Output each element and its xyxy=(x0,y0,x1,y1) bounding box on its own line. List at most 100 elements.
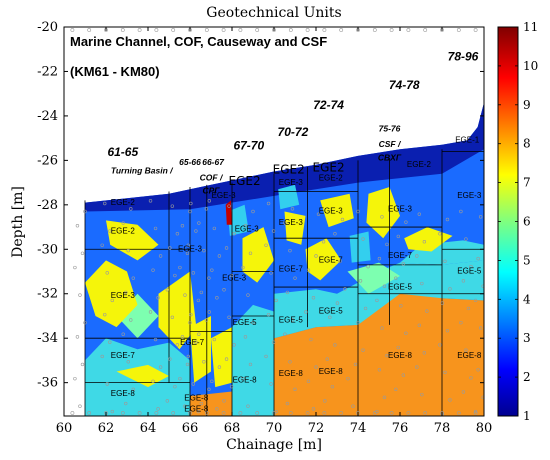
sample-point xyxy=(210,379,214,384)
sample-point xyxy=(180,335,185,339)
unit-label: EGE2 xyxy=(229,174,261,188)
sample-point xyxy=(175,232,180,236)
sample-point xyxy=(196,409,201,414)
sample-point xyxy=(264,354,268,359)
sample-point xyxy=(121,221,125,225)
sample-point xyxy=(137,28,142,32)
section-label: CSF / xyxy=(379,139,402,149)
sample-point xyxy=(246,404,250,408)
sample-point xyxy=(401,373,406,377)
sample-point xyxy=(80,362,85,367)
sample-point xyxy=(404,220,408,224)
sample-point xyxy=(229,273,234,278)
sample-point xyxy=(217,365,222,369)
sample-point xyxy=(217,254,222,258)
sample-point xyxy=(283,221,287,225)
x-axis: 60 62 64 66 68 70 72 74 76 78 80 xyxy=(56,27,492,436)
sample-point xyxy=(353,362,358,367)
sample-point xyxy=(396,234,401,239)
sample-point xyxy=(269,271,273,275)
sample-point xyxy=(255,411,260,415)
sample-point xyxy=(335,301,340,305)
unit-label: EGE-5 xyxy=(388,282,413,291)
sample-point xyxy=(321,240,326,244)
sample-point xyxy=(461,279,466,283)
sample-point xyxy=(186,243,191,247)
colorbar-tick-label: 10 xyxy=(523,59,538,73)
sample-point xyxy=(204,207,209,211)
x-tick-label: 62 xyxy=(98,421,115,436)
sample-point xyxy=(165,288,170,292)
sample-point xyxy=(476,256,480,261)
sample-point xyxy=(153,226,158,231)
sample-point xyxy=(306,379,311,384)
unit-label: EGE-8 xyxy=(184,405,209,414)
y-tick-label: -20 xyxy=(37,20,58,35)
sample-point xyxy=(322,28,327,32)
unit-label: EGE-8 xyxy=(233,376,258,385)
sample-point xyxy=(87,28,92,32)
sample-point xyxy=(232,343,236,347)
cyan-zone xyxy=(227,204,249,236)
sample-point xyxy=(377,256,382,261)
sample-point xyxy=(478,326,483,330)
sample-point xyxy=(199,290,204,295)
unit-label: EGE2 xyxy=(313,160,345,174)
sample-point xyxy=(175,343,180,347)
sample-point xyxy=(255,28,260,32)
sample-point xyxy=(120,28,125,32)
yellow-zone xyxy=(116,364,169,388)
sample-point xyxy=(290,207,295,211)
sample-point xyxy=(251,320,255,325)
sample-point xyxy=(351,404,355,408)
x-tick-label: 72 xyxy=(308,421,325,436)
sample-point xyxy=(356,209,360,214)
sample-point xyxy=(173,273,177,278)
sample-point xyxy=(473,28,478,32)
sample-point xyxy=(238,411,243,415)
sample-point xyxy=(404,331,408,336)
sample-point xyxy=(420,392,424,397)
section-label: 78-96 xyxy=(448,49,479,63)
sample-point xyxy=(417,212,422,216)
section-label: CBXГ xyxy=(378,152,402,162)
sample-point xyxy=(251,209,255,214)
sample-point xyxy=(241,265,245,270)
sample-point xyxy=(171,411,176,415)
section-label: 70-72 xyxy=(278,125,309,139)
sample-point xyxy=(461,390,466,394)
sample-point xyxy=(178,376,182,381)
sample-point xyxy=(100,243,104,247)
sample-point xyxy=(361,237,365,241)
sample-point xyxy=(322,411,327,415)
sample-point xyxy=(372,28,377,32)
x-tick-label: 60 xyxy=(56,421,73,436)
sample-point xyxy=(343,287,347,291)
sample-point xyxy=(394,387,398,392)
colorbar-tick-label: 1 xyxy=(523,409,531,423)
sample-point xyxy=(248,362,253,367)
sample-point xyxy=(264,243,268,247)
sample-point xyxy=(183,404,187,408)
sample-point xyxy=(158,365,163,369)
sample-point xyxy=(202,248,206,253)
sample-point xyxy=(481,284,484,288)
sample-point xyxy=(311,296,316,300)
sample-point xyxy=(305,411,310,415)
sample-point xyxy=(204,28,209,32)
sample-point xyxy=(202,360,206,364)
sample-point xyxy=(425,309,429,313)
sample-point xyxy=(363,306,368,311)
sample-point xyxy=(229,384,234,389)
section-label: 74-78 xyxy=(389,78,420,92)
sample-point xyxy=(129,207,133,211)
sample-point xyxy=(401,262,406,266)
y-tick-label: -34 xyxy=(37,331,58,346)
unit-label: EGE-5 xyxy=(457,267,482,276)
sample-point xyxy=(304,310,308,314)
y-tick-label: -32 xyxy=(37,287,58,302)
sample-point xyxy=(108,229,112,233)
section-label: 61-65 xyxy=(107,145,138,159)
y-tick-label: -26 xyxy=(37,153,58,168)
